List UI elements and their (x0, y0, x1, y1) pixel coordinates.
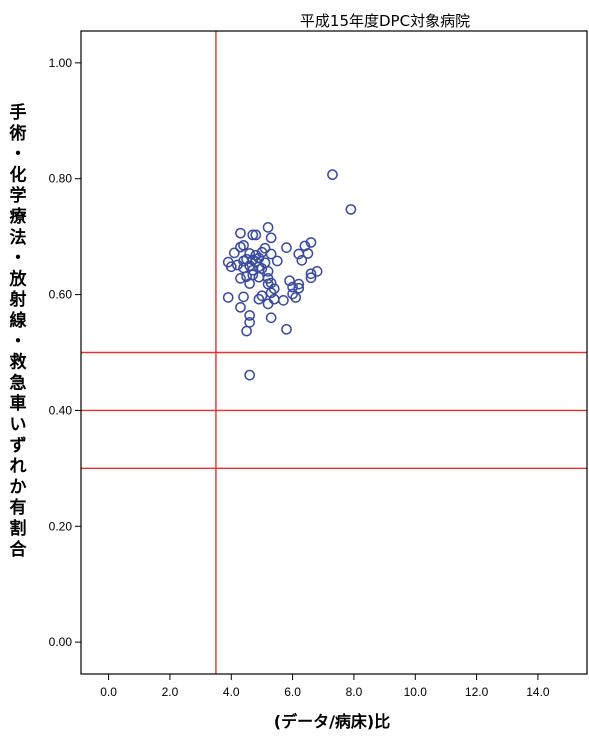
x-tick-label-6: 12.0 (465, 685, 489, 699)
y-axis-label-char: ・ (10, 145, 27, 165)
y-axis-label-char: 法 (10, 227, 27, 248)
y-axis-label-char: 線 (10, 310, 27, 331)
y-tick-label-2: 0.40 (49, 403, 73, 417)
plot-frame (80, 30, 588, 675)
data-point-67 (241, 325, 252, 337)
data-point-61 (253, 293, 265, 305)
x-axis: 0.0 2.0 4.0 6.0 8.0 10.0 12.0 14.0 (100, 674, 550, 699)
data-point-54 (222, 292, 234, 303)
data-point-9 (281, 242, 292, 254)
y-axis-label-char: ず (10, 436, 27, 456)
data-point-37 (311, 266, 323, 277)
y-tick-label-5: 1.00 (49, 56, 73, 70)
data-point-56 (256, 290, 268, 302)
y-axis-label-char: 射 (9, 289, 27, 310)
x-tick-label-1: 2.0 (162, 685, 179, 699)
reference-lines (81, 31, 587, 674)
data-point-60 (287, 288, 298, 300)
data-point-6 (265, 232, 277, 244)
y-tick-label-1: 0.20 (49, 519, 73, 533)
data-point-69 (244, 369, 256, 381)
y-axis-label-char: れ (10, 457, 27, 477)
data-point-53 (265, 287, 277, 299)
data-point-58 (278, 295, 289, 306)
y-axis-label-char: い (10, 415, 27, 435)
x-tick-label-0: 0.0 (100, 685, 117, 699)
data-point-59 (290, 292, 302, 303)
data-point-19 (302, 248, 314, 259)
y-axis-label-char: 化 (10, 164, 27, 185)
data-point-48 (284, 275, 295, 287)
y-axis-label-char: 療 (10, 206, 28, 227)
data-point-17 (265, 248, 277, 260)
data-point-1 (345, 204, 357, 215)
x-tick-label-7: 14.0 (526, 685, 550, 699)
data-point-36 (262, 266, 274, 277)
x-tick-label-3: 6.0 (284, 685, 301, 699)
data-point-65 (265, 312, 277, 324)
x-tick-label-4: 8.0 (346, 685, 363, 699)
x-axis-label: (データ/病床)比 (274, 712, 390, 731)
data-point-49 (293, 278, 305, 290)
data-point-45 (244, 278, 256, 289)
data-point-55 (238, 291, 249, 303)
y-axis-label-char: 急 (10, 372, 27, 393)
y-axis-label-char: 有 (10, 497, 27, 518)
data-point-64 (244, 310, 256, 321)
data-point-68 (281, 323, 292, 335)
x-tick-label-5: 10.0 (404, 685, 428, 699)
y-axis-label-char: 救 (10, 352, 27, 373)
data-point-2 (235, 227, 246, 239)
y-tick-label-3: 0.60 (49, 288, 73, 302)
data-point-63 (235, 301, 246, 313)
data-point-52 (293, 282, 305, 294)
data-point-62 (262, 298, 274, 310)
data-point-14 (244, 248, 256, 259)
y-axis-label-char: 合 (10, 539, 28, 560)
data-points (222, 169, 357, 381)
y-axis-label-char: ・ (10, 332, 27, 352)
y-axis-label-char: か (10, 477, 27, 497)
x-tick-label-2: 4.0 (223, 685, 240, 699)
data-point-28 (271, 255, 283, 267)
y-axis-label-char: 放 (9, 268, 28, 289)
y-axis-label-char: 車 (10, 393, 27, 414)
data-point-0 (327, 169, 338, 181)
data-point-38 (305, 268, 317, 280)
data-point-4 (250, 229, 262, 241)
chart-title: 平成15年度DPC対象病院 (300, 12, 470, 30)
data-point-13 (228, 247, 240, 259)
data-point-39 (305, 272, 317, 284)
data-point-7 (305, 237, 317, 248)
data-point-30 (225, 261, 237, 273)
data-point-66 (244, 317, 256, 328)
y-tick-label-4: 0.80 (49, 172, 73, 186)
y-axis-label-char: 術 (9, 123, 27, 144)
data-point-43 (253, 271, 265, 283)
data-point-51 (287, 281, 298, 293)
data-point-40 (235, 273, 246, 284)
data-point-5 (262, 222, 274, 233)
y-axis: 0.00 0.20 0.40 0.60 0.80 1.00 (49, 56, 81, 649)
data-point-3 (247, 229, 259, 241)
data-point-41 (241, 271, 252, 282)
data-point-29 (296, 255, 308, 266)
y-axis-label-char: 手 (10, 102, 27, 123)
y-axis-label-char: 学 (10, 185, 27, 206)
y-axis-label-char: ・ (10, 249, 27, 269)
y-tick-label-0: 0.00 (49, 635, 73, 649)
y-axis-label-char: 割 (10, 518, 27, 539)
data-point-12 (238, 239, 249, 251)
